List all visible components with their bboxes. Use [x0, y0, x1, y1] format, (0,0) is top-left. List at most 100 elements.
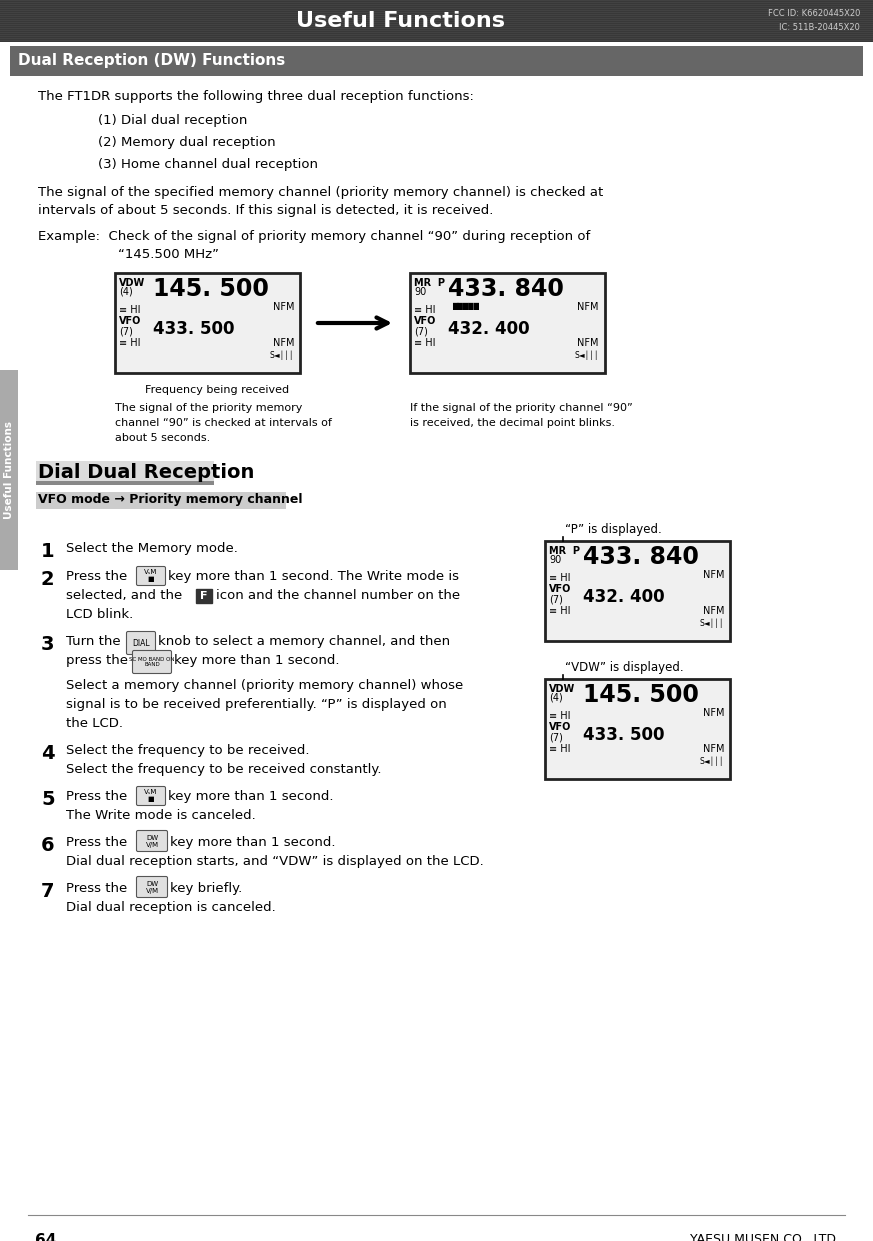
Text: signal is to be received preferentially. “P” is displayed on: signal is to be received preferentially.… [66, 697, 447, 711]
Text: ≡ HI: ≡ HI [414, 305, 436, 315]
FancyBboxPatch shape [410, 273, 605, 374]
Text: is received, the decimal point blinks.: is received, the decimal point blinks. [410, 418, 615, 428]
Text: 3: 3 [41, 635, 54, 654]
Text: icon and the channel number on the: icon and the channel number on the [216, 589, 460, 602]
Text: S◄│││: S◄│││ [270, 350, 294, 360]
Text: NFM: NFM [703, 745, 724, 755]
Text: VFO: VFO [549, 585, 571, 594]
FancyBboxPatch shape [196, 589, 212, 603]
Text: If the signal of the priority channel “90”: If the signal of the priority channel “9… [410, 403, 633, 413]
Text: (7): (7) [549, 732, 563, 742]
Text: Dial Dual Reception: Dial Dual Reception [38, 463, 254, 482]
FancyBboxPatch shape [136, 787, 166, 805]
Text: 5: 5 [41, 791, 55, 809]
Text: (1) Dial dual reception: (1) Dial dual reception [98, 114, 247, 127]
Text: 433. 840: 433. 840 [448, 277, 564, 302]
Text: F: F [200, 591, 208, 601]
Text: channel “90” is checked at intervals of: channel “90” is checked at intervals of [115, 418, 332, 428]
Text: (7): (7) [549, 594, 563, 604]
Text: Dual Reception (DW) Functions: Dual Reception (DW) Functions [18, 53, 285, 68]
Text: Press the: Press the [66, 791, 127, 803]
Text: MR  P: MR P [549, 546, 580, 556]
Text: 7: 7 [41, 882, 54, 901]
Text: VFO: VFO [414, 316, 436, 326]
Text: intervals of about 5 seconds. If this signal is detected, it is received.: intervals of about 5 seconds. If this si… [38, 204, 493, 217]
Text: S◄│││: S◄│││ [699, 618, 724, 628]
Text: NFM: NFM [703, 709, 724, 719]
FancyBboxPatch shape [115, 273, 300, 374]
Text: 433. 500: 433. 500 [583, 726, 664, 745]
Text: DIAL: DIAL [132, 639, 150, 648]
Bar [36, 460, 214, 483]
Text: Select the frequency to be received.: Select the frequency to be received. [66, 745, 310, 757]
Text: Select a memory channel (priority memory channel) whose: Select a memory channel (priority memory… [66, 679, 464, 692]
Text: Turn the: Turn the [66, 635, 120, 648]
Text: about 5 seconds.: about 5 seconds. [115, 433, 210, 443]
Text: NFM: NFM [703, 606, 724, 616]
Text: FCC ID: K6620445X20: FCC ID: K6620445X20 [767, 10, 860, 19]
Text: NFM: NFM [272, 302, 294, 311]
FancyBboxPatch shape [136, 566, 166, 586]
Text: █████: █████ [452, 303, 479, 310]
Text: Example:  Check of the signal of priority memory channel “90” during reception o: Example: Check of the signal of priority… [38, 230, 590, 243]
Text: 64: 64 [35, 1234, 57, 1241]
Text: press the: press the [66, 654, 128, 666]
Text: “P” is displayed.: “P” is displayed. [565, 522, 662, 536]
Text: VₛM
■: VₛM ■ [144, 789, 158, 803]
Text: Press the: Press the [66, 882, 127, 895]
Bar [36, 491, 286, 509]
Text: ≡ HI: ≡ HI [119, 305, 141, 315]
Text: Useful Functions: Useful Functions [295, 11, 505, 31]
Text: selected, and the: selected, and the [66, 589, 182, 602]
Text: ≡ HI: ≡ HI [414, 338, 436, 347]
Text: 433. 500: 433. 500 [153, 320, 235, 338]
Text: key more than 1 second.: key more than 1 second. [174, 654, 340, 666]
Text: The Write mode is canceled.: The Write mode is canceled. [66, 809, 256, 822]
FancyBboxPatch shape [136, 876, 168, 897]
Text: 4: 4 [41, 745, 55, 763]
Text: NFM: NFM [578, 302, 599, 311]
Text: ≡ HI: ≡ HI [549, 745, 570, 755]
Text: IC: 511B-20445X20: IC: 511B-20445X20 [779, 24, 860, 32]
Text: VDW: VDW [119, 278, 145, 288]
Text: (7): (7) [119, 326, 133, 336]
Text: key more than 1 second. The Write mode is: key more than 1 second. The Write mode i… [168, 570, 459, 583]
Text: ≡ HI: ≡ HI [549, 573, 570, 583]
Text: (7): (7) [414, 326, 428, 336]
Text: VFO: VFO [549, 722, 571, 732]
Text: The signal of the specified memory channel (priority memory channel) is checked : The signal of the specified memory chann… [38, 186, 603, 199]
Text: key more than 1 second.: key more than 1 second. [168, 791, 333, 803]
Bar [10, 46, 863, 76]
Text: NFM: NFM [272, 338, 294, 347]
Text: (2) Memory dual reception: (2) Memory dual reception [98, 137, 276, 149]
Text: 1: 1 [41, 542, 55, 561]
Text: (4): (4) [549, 692, 563, 702]
Text: NFM: NFM [578, 338, 599, 347]
Text: S◄│││: S◄│││ [699, 756, 724, 766]
Text: Select the Memory mode.: Select the Memory mode. [66, 542, 237, 555]
Text: key more than 1 second.: key more than 1 second. [170, 836, 335, 849]
Text: The signal of the priority memory: The signal of the priority memory [115, 403, 302, 413]
Text: Dial dual reception is canceled.: Dial dual reception is canceled. [66, 901, 276, 915]
Text: Press the: Press the [66, 570, 127, 583]
Text: (3) Home channel dual reception: (3) Home channel dual reception [98, 158, 318, 171]
Text: ≡ HI: ≡ HI [549, 711, 570, 721]
Text: 432. 400: 432. 400 [448, 320, 530, 338]
Text: 90: 90 [414, 287, 426, 297]
FancyBboxPatch shape [133, 650, 171, 674]
Text: Dial dual reception starts, and “VDW” is displayed on the LCD.: Dial dual reception starts, and “VDW” is… [66, 855, 484, 867]
Text: 145. 500: 145. 500 [153, 277, 269, 302]
Text: DW
V/M: DW V/M [146, 834, 159, 848]
Text: VFO mode → Priority memory channel: VFO mode → Priority memory channel [38, 493, 303, 506]
FancyBboxPatch shape [136, 830, 168, 851]
FancyBboxPatch shape [127, 632, 155, 654]
Text: “145.500 MHz”: “145.500 MHz” [118, 248, 219, 261]
Text: DW
V/M: DW V/M [146, 881, 159, 894]
Text: Press the: Press the [66, 836, 127, 849]
Text: YAESU MUSEN CO., LTD.: YAESU MUSEN CO., LTD. [690, 1234, 840, 1241]
Text: MR  P: MR P [414, 278, 445, 288]
Text: Select the frequency to be received constantly.: Select the frequency to be received cons… [66, 763, 382, 776]
FancyBboxPatch shape [545, 541, 730, 642]
Text: ≡ HI: ≡ HI [119, 338, 141, 347]
Text: VₛM
■: VₛM ■ [144, 570, 158, 582]
